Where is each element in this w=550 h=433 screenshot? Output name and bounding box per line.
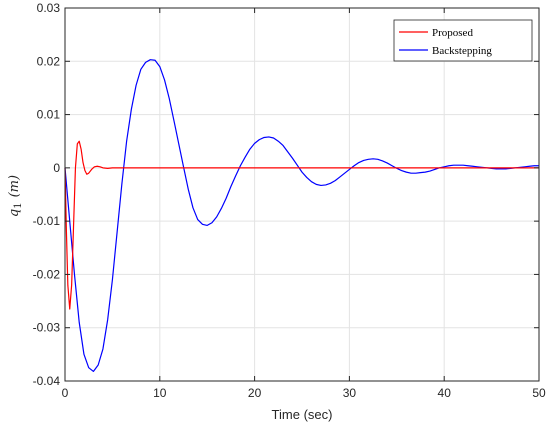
x-tick-label: 50 [532, 386, 546, 400]
axis-ticks: 0 10 20 30 40 50 -0.04 -0.03 -0.02 -0.01 0 0.01 0.02… [33, 1, 546, 400]
y-tick-label: -0.04 [33, 374, 61, 388]
series-line-backstepping [64, 59, 539, 373]
y-tick-label: 0.02 [37, 54, 61, 68]
plot-area [65, 8, 539, 381]
y-axis-title-subscript: 1 [13, 202, 24, 208]
series-line-proposed [64, 140, 539, 310]
y-tick-label: -0.03 [33, 321, 61, 335]
data-series [64, 59, 539, 373]
y-axis-title-symbol: q [7, 209, 22, 217]
y-tick-label: 0.03 [37, 1, 61, 15]
x-tick-label: 20 [248, 386, 262, 400]
x-tick-label: 40 [438, 386, 452, 400]
x-tick-label: 30 [343, 386, 357, 400]
legend-label-backstepping: Backstepping [432, 45, 492, 57]
y-axis-title: q1 (m) [7, 175, 24, 217]
y-tick-label: 0.01 [37, 108, 61, 122]
legend-label-proposed: Proposed [432, 27, 473, 39]
legend-box [393, 19, 533, 62]
y-tick-label: 0 [53, 161, 60, 175]
legend: Proposed Backstepping [393, 19, 533, 62]
x-tick-label: 0 [62, 386, 69, 400]
y-tick-label: -0.01 [33, 214, 61, 228]
x-tick-label: 10 [153, 386, 167, 400]
x-axis-title: Time (sec) [272, 407, 333, 422]
plot-frame [64, 7, 540, 382]
y-axis-title-unit: (m) [7, 175, 22, 197]
y-tick-label: -0.02 [33, 267, 61, 281]
